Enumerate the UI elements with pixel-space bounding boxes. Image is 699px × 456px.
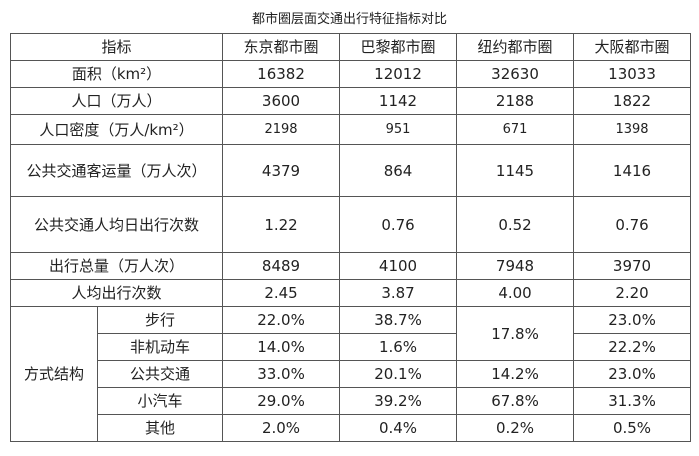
row-label: 人均出行次数 (9, 279, 224, 307)
value-cell: 22.0% (222, 306, 341, 334)
row-label: 步行 (96, 306, 224, 334)
row-label: 人口（万人） (9, 87, 224, 115)
header-cell: 巴黎都市圈 (339, 33, 458, 61)
value-cell: 14.2% (456, 360, 575, 388)
row-label: 公共交通人均日出行次数 (9, 196, 224, 253)
value-cell: 38.7% (339, 306, 458, 334)
header-cell: 指标 (9, 33, 224, 61)
value-cell: 4.00 (456, 279, 575, 307)
value-cell: 23.0% (573, 306, 692, 334)
value-cell: 2.45 (222, 279, 341, 307)
value-cell: 2.0% (222, 414, 341, 442)
value-cell: 1416 (573, 144, 692, 197)
value-cell: 8489 (222, 252, 341, 280)
value-cell: 13033 (573, 60, 692, 88)
table-row: 公共交通人均日出行次数 1.22 0.76 0.52 0.76 (9, 196, 692, 253)
value-cell: 7948 (456, 252, 575, 280)
value-cell: 33.0% (222, 360, 341, 388)
mode-rows: 方式结构 步行 22.0% 38.7% 17.8% 23.0% 非机动车 14.0% 1.6% 2… (10, 306, 692, 442)
value-cell: 23.0% (573, 360, 692, 388)
value-cell: 2198 (222, 114, 341, 145)
table-title: 都市圈层面交通出行特征指标对比 (251, 12, 447, 27)
value-cell: 16382 (222, 60, 341, 88)
data-table: 指标 东京都市圈 巴黎都市圈 纽约都市圈 大阪都市圈 面积（km²） 16382 1… (9, 33, 692, 442)
row-label: 其他 (96, 414, 224, 442)
value-cell: 2.20 (573, 279, 692, 307)
value-cell: 4379 (222, 144, 341, 197)
value-cell: 0.76 (339, 196, 458, 253)
header-cell: 东京都市圈 (222, 33, 341, 61)
table-row: 方式结构 步行 22.0% 38.7% 17.8% 23.0% (10, 306, 692, 442)
row-label: 出行总量（万人次） (9, 252, 224, 280)
value-cell: 32630 (456, 60, 575, 88)
value-cell: 1.22 (222, 196, 341, 253)
row-label: 面积（km²） (9, 60, 224, 88)
header-row: 指标 东京都市圈 巴黎都市圈 纽约都市圈 大阪都市圈 (9, 33, 692, 61)
value-cell: 67.8% (456, 387, 575, 415)
value-cell: 29.0% (222, 387, 341, 415)
value-cell: 0.4% (339, 414, 458, 442)
value-cell: 12012 (339, 60, 458, 88)
value-cell: 1.6% (339, 333, 458, 361)
value-cell: 0.52 (456, 196, 575, 253)
value-cell: 39.2% (339, 387, 458, 415)
header-cell: 纽约都市圈 (456, 33, 575, 61)
value-cell: 14.0% (222, 333, 341, 361)
table-row: 出行总量（万人次） 8489 4100 7948 3970 (9, 252, 692, 280)
row-label: 人口密度（万人/km²） (9, 114, 224, 145)
table-row: 面积（km²） 16382 12012 32630 13033 (9, 60, 692, 88)
value-cell: 3.87 (339, 279, 458, 307)
value-cell: 22.2% (573, 333, 692, 361)
value-cell: 2188 (456, 87, 575, 115)
value-cell: 17.8% (456, 306, 575, 361)
value-cell: 951 (339, 114, 458, 145)
value-cell: 0.5% (573, 414, 692, 442)
value-cell: 20.1% (339, 360, 458, 388)
table-row: 人均出行次数 2.45 3.87 4.00 2.20 (9, 279, 692, 307)
row-label: 公共交通 (96, 360, 224, 388)
table-row: 其他 2.0% 0.4% 0.2% 0.5% (11, 414, 692, 442)
table-row: 人口（万人） 3600 1142 2188 1822 (9, 87, 692, 115)
table-row: 公共交通 33.0% 20.1% 14.2% 23.0% (11, 360, 692, 388)
value-cell: 1145 (456, 144, 575, 197)
value-cell: 1398 (573, 114, 692, 145)
value-cell: 4100 (339, 252, 458, 280)
value-cell: 864 (339, 144, 458, 197)
table-row: 人口密度（万人/km²） 2198 951 671 1398 (9, 114, 692, 145)
main-rows: 面积（km²） 16382 12012 32630 13033 人口（万人） 3600 114… (9, 60, 692, 307)
table-row: 公共交通客运量（万人次） 4379 864 1145 1416 (9, 144, 692, 197)
row-label: 非机动车 (96, 333, 224, 361)
value-cell: 3600 (222, 87, 341, 115)
value-cell: 0.76 (573, 196, 692, 253)
value-cell: 1142 (339, 87, 458, 115)
row-label: 公共交通客运量（万人次） (9, 144, 224, 197)
value-cell: 1822 (573, 87, 692, 115)
table-row: 小汽车 29.0% 39.2% 67.8% 31.3% (11, 387, 692, 415)
table-row: 非机动车 14.0% 1.6% 22.2% (11, 333, 692, 361)
value-cell: 0.2% (456, 414, 575, 442)
header-cell: 大阪都市圈 (573, 33, 692, 61)
value-cell: 671 (456, 114, 575, 145)
value-cell: 31.3% (573, 387, 692, 415)
row-label: 小汽车 (96, 387, 224, 415)
group-label: 方式结构 (10, 306, 98, 442)
value-cell: 3970 (573, 252, 692, 280)
